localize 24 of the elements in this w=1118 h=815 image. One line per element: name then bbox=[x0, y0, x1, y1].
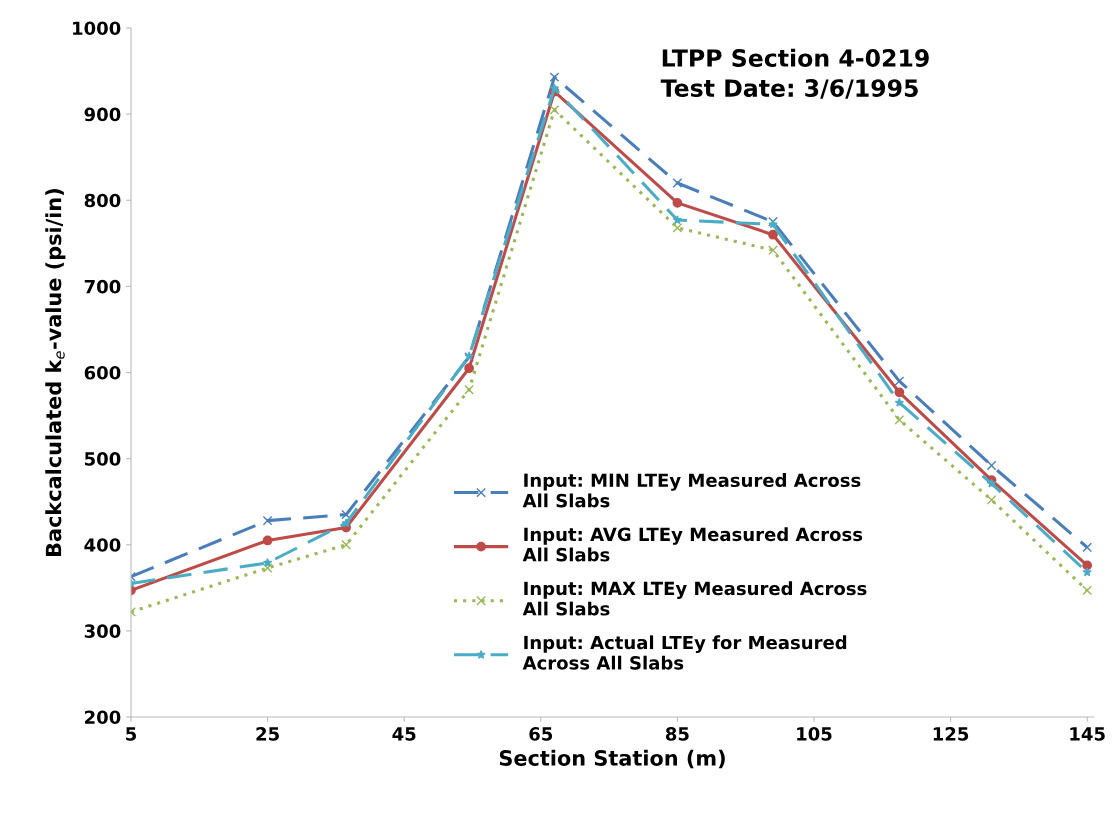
x-tick-label: 5 bbox=[126, 727, 137, 741]
text: LTPP Section 4-0219 Test Date: 3/6/1995 bbox=[660, 48, 929, 99]
x-tick-label: 145 bbox=[1070, 727, 1105, 741]
y-tick-label: 700 bbox=[84, 279, 121, 294]
y-tick-label: 1000 bbox=[73, 21, 121, 36]
legend-label: Input: MIN LTEy Measured Across All Slabs bbox=[522, 473, 861, 508]
x-tick-label: 45 bbox=[392, 727, 416, 741]
x-axis-title: Section Station (m) bbox=[499, 749, 725, 769]
x-tick-label: 25 bbox=[256, 727, 279, 741]
y-tick-label: 400 bbox=[84, 538, 121, 552]
legend-label: Input: Actual LTEy for Measured Across All Slabs bbox=[522, 635, 847, 670]
y-tick-label: 800 bbox=[84, 193, 121, 208]
legend-label: Input: AVG LTEy Measured Across All Slabs bbox=[522, 527, 863, 562]
y-tick-label: 500 bbox=[84, 452, 121, 466]
x-tick-label: 105 bbox=[797, 727, 832, 741]
x-tick-label: 85 bbox=[665, 727, 689, 741]
x-tick-label: 65 bbox=[529, 727, 553, 741]
legend-label: Input: MAX LTEy Measured Across All Slabs bbox=[522, 581, 867, 616]
y-tick-label: 200 bbox=[85, 710, 121, 725]
y-tick-label: 300 bbox=[84, 624, 121, 638]
y-axis-title: Backcalculated k$_{e}$-value (psi/in) bbox=[45, 189, 66, 556]
x-tick-label: 125 bbox=[933, 727, 969, 741]
y-tick-label: 600 bbox=[84, 365, 121, 380]
y-tick-label: 900 bbox=[84, 107, 121, 122]
